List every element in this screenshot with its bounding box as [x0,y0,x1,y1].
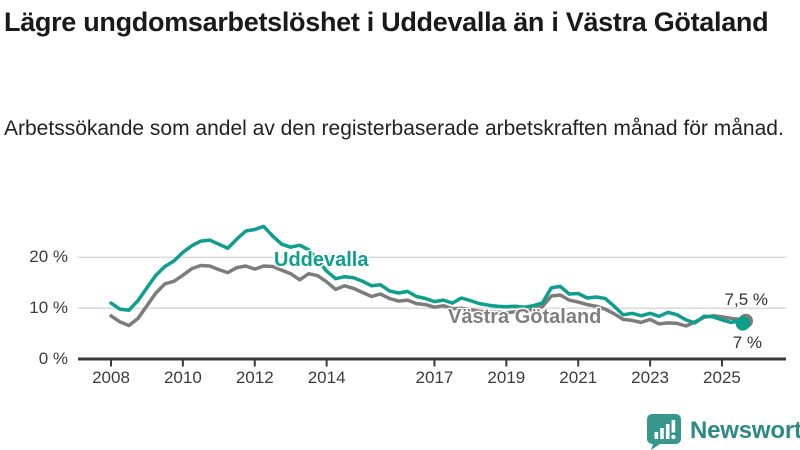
y-axis-label-20: 20 % [29,247,68,266]
page-title: Lägre ungdomsarbetslöshet i Uddevalla än… [4,7,769,37]
end-value-label-vastra-gotaland: 7,5 % [724,290,768,309]
end-dot-uddevalla [735,316,751,331]
x-axis-label-2019: 2019 [487,368,526,387]
series-label-uddevalla: Uddevalla [274,249,369,271]
line-v-stra-g-taland [109,263,745,328]
x-axis-label-2017: 2017 [415,368,454,387]
series-label-vastra-gotaland: Västra Götaland [448,306,602,328]
x-axis-label-2023: 2023 [631,368,669,387]
x-axis-label-2008: 2008 [92,368,130,387]
x-axis-label-2021: 2021 [559,368,598,387]
y-axis-label-0: 0 % [38,349,68,368]
x-axis-label-2010: 2010 [163,368,202,387]
x-axis-label-2012: 2012 [235,368,274,387]
x-axis-label-2014: 2014 [307,368,346,387]
y-axis-label-10: 10 % [29,298,68,317]
newsworthy-icon [647,414,681,450]
newsworthy-logo[interactable]: Newsworthy [644,412,800,450]
end-value-label-uddevalla: 7 % [732,333,762,352]
line-uddevalla [109,224,745,326]
newsworthy-wordmark: Newsworthy [690,417,800,444]
x-axis-label-2025: 2025 [703,368,741,387]
chart-subtitle: Arbetssökande som andel av den registerb… [4,117,784,140]
